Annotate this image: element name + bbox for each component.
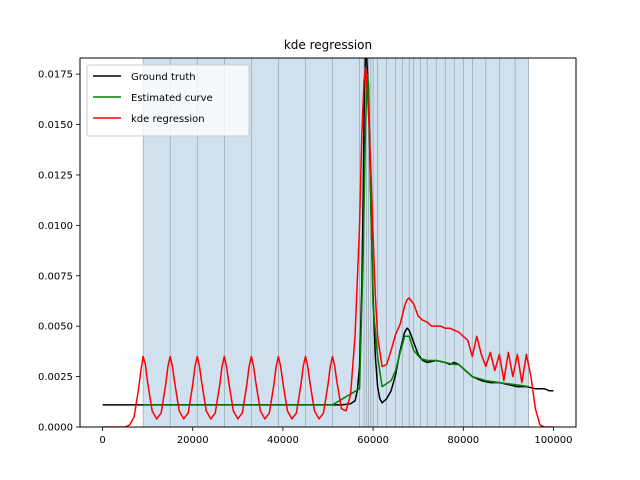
x-tick-label: 40000: [267, 435, 299, 446]
y-tick-label: 0.0175: [38, 70, 73, 81]
x-tick-label: 60000: [357, 435, 389, 446]
legend-label: Estimated curve: [131, 93, 213, 104]
y-tick-label: 0.0100: [38, 221, 73, 232]
y-tick-label: 0.0025: [38, 372, 73, 383]
y-tick-label: 0.0000: [38, 423, 73, 434]
y-tick-label: 0.0150: [38, 120, 73, 131]
x-axis: 0 20000 40000 60000 80000 100000: [99, 427, 573, 446]
chart-title: kde regression: [284, 38, 372, 52]
legend: Ground truth Estimated curve kde regressio…: [86, 64, 250, 137]
legend-label: kde regression: [131, 114, 205, 125]
y-tick-label: 0.0075: [38, 271, 73, 282]
y-tick-label: 0.0050: [38, 322, 73, 333]
legend-label: Ground truth: [131, 72, 196, 83]
x-tick-label: 80000: [447, 435, 479, 446]
x-tick-label: 100000: [534, 435, 572, 446]
x-tick-label: 20000: [177, 435, 209, 446]
legend-box: [86, 64, 250, 137]
series-lines: [102, 58, 554, 427]
y-tick-label: 0.0125: [38, 170, 73, 181]
x-tick-label: 0: [99, 435, 105, 446]
series-line-kde-regression: [102, 67, 554, 427]
plot-frame: [79, 57, 577, 428]
series-line-ground-truth: [102, 58, 554, 406]
series-line-estimated-curve: [143, 73, 529, 406]
y-axis: 0.0000 0.0025 0.0050 0.0075 0.0100 0.0125 0.01…: [38, 70, 80, 434]
